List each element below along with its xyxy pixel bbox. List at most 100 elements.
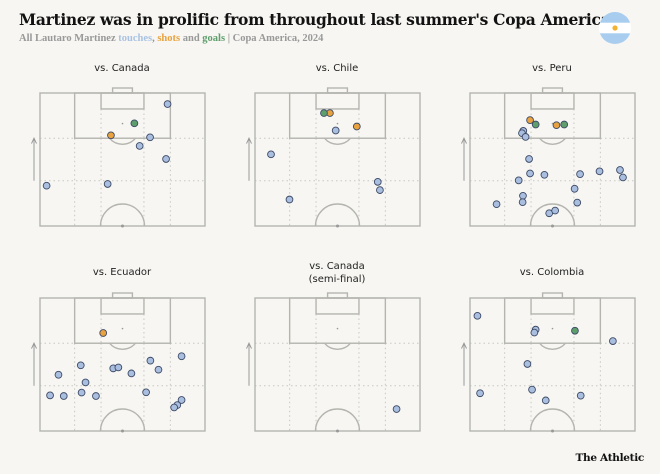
center-circle bbox=[99, 203, 146, 227]
goal-point bbox=[130, 119, 139, 128]
penalty-arc bbox=[538, 342, 567, 350]
touch-point bbox=[163, 100, 172, 108]
pitch-panel-4 bbox=[31, 292, 206, 433]
six-yard-box bbox=[315, 92, 360, 110]
penalty-spot bbox=[551, 327, 554, 330]
attack-direction-arrow-icon bbox=[246, 137, 252, 181]
touch-point bbox=[177, 352, 186, 361]
attack-direction-arrow-icon bbox=[31, 342, 37, 386]
touch-point bbox=[518, 198, 527, 207]
chart-title: Martinez was in prolific from throughout… bbox=[19, 10, 611, 29]
touch-point bbox=[146, 356, 155, 365]
touch-point bbox=[570, 184, 579, 193]
touch-point bbox=[576, 391, 585, 400]
attack-direction-arrow-icon bbox=[246, 342, 252, 386]
center-circle bbox=[529, 408, 576, 432]
goal-point bbox=[571, 326, 579, 335]
penalty-spot bbox=[336, 327, 339, 330]
touch-point bbox=[103, 180, 112, 188]
panel-title-5-line2: (semi-final) bbox=[308, 274, 366, 285]
goal bbox=[541, 87, 564, 94]
penalty-box bbox=[503, 297, 602, 344]
touch-point bbox=[76, 361, 85, 370]
touch-point bbox=[492, 200, 501, 209]
pitch-outline bbox=[39, 297, 206, 432]
goal-point bbox=[320, 109, 328, 117]
touch-point bbox=[170, 403, 178, 412]
legend-touches: touches bbox=[118, 33, 153, 44]
argentina-flag-icon bbox=[599, 12, 631, 44]
pitch-panel-3 bbox=[461, 87, 636, 228]
touch-point bbox=[616, 166, 624, 174]
center-spot bbox=[336, 429, 339, 433]
penalty-box bbox=[288, 297, 387, 344]
attack-direction-arrow-icon bbox=[31, 137, 37, 181]
shot-point bbox=[552, 121, 561, 130]
panel-title-3: vs. Peru bbox=[532, 63, 572, 74]
touch-point bbox=[525, 155, 533, 163]
center-spot bbox=[336, 224, 339, 228]
goal bbox=[111, 87, 134, 94]
legend-goals: goals bbox=[202, 33, 226, 44]
pitch-panel-6 bbox=[461, 292, 636, 433]
penalty-arc bbox=[108, 342, 137, 350]
penalty-arc bbox=[323, 342, 352, 350]
touch-point bbox=[135, 142, 144, 150]
panel-title-5: vs. Canada (semi-final) bbox=[237, 260, 437, 286]
pitch-outline bbox=[39, 92, 206, 227]
pitch-panel-1 bbox=[31, 87, 206, 228]
touch-point bbox=[92, 392, 100, 400]
panel-title-2: vs. Chile bbox=[315, 63, 359, 74]
legend-shots: shots bbox=[157, 33, 181, 44]
center-spot bbox=[551, 224, 554, 228]
penalty-spot bbox=[121, 122, 124, 125]
touch-point bbox=[551, 206, 559, 215]
touch-point bbox=[523, 360, 532, 368]
touch-point bbox=[595, 167, 604, 176]
touch-point bbox=[609, 337, 617, 345]
center-circle bbox=[314, 203, 361, 227]
touch-point bbox=[473, 311, 482, 320]
touch-point bbox=[81, 378, 90, 387]
subtitle-comma: , bbox=[152, 33, 158, 44]
pitch-outline bbox=[469, 297, 636, 432]
center-circle bbox=[99, 408, 146, 432]
touch-point bbox=[530, 328, 539, 337]
touch-point bbox=[540, 170, 549, 179]
chart-subtitle: All Lautaro Martinez touches, shots and … bbox=[19, 33, 323, 44]
center-circle bbox=[529, 203, 576, 227]
penalty-box bbox=[73, 92, 172, 139]
pitch-panel-2 bbox=[246, 87, 421, 228]
touch-point bbox=[521, 133, 530, 141]
touch-point bbox=[519, 191, 527, 200]
goal bbox=[541, 292, 564, 299]
center-spot bbox=[121, 224, 124, 228]
attack-direction-arrow-icon bbox=[461, 137, 467, 181]
touch-point bbox=[526, 169, 534, 178]
touch-point bbox=[267, 150, 275, 159]
touch-point bbox=[576, 170, 584, 178]
touch-point bbox=[573, 198, 582, 207]
touch-point bbox=[619, 173, 627, 182]
panel-title-4: vs. Ecuador bbox=[92, 267, 152, 278]
touch-point bbox=[541, 396, 550, 405]
touch-point bbox=[162, 155, 170, 163]
touch-point bbox=[127, 369, 136, 378]
touch-point bbox=[142, 388, 150, 397]
six-yard-box bbox=[100, 92, 145, 110]
touch-point bbox=[177, 396, 186, 404]
shot-point bbox=[99, 329, 108, 337]
six-yard-box bbox=[100, 297, 145, 315]
goal-point bbox=[531, 120, 540, 129]
goal bbox=[111, 292, 134, 299]
attack-direction-arrow-icon bbox=[461, 342, 467, 386]
pitch-panel-5 bbox=[246, 292, 421, 433]
penalty-spot bbox=[336, 122, 339, 125]
pitch-outline bbox=[254, 92, 421, 227]
touch-point bbox=[528, 385, 536, 394]
goal bbox=[326, 292, 349, 299]
the-athletic-logo: The Athletic bbox=[575, 452, 644, 464]
shot-point bbox=[526, 116, 534, 124]
